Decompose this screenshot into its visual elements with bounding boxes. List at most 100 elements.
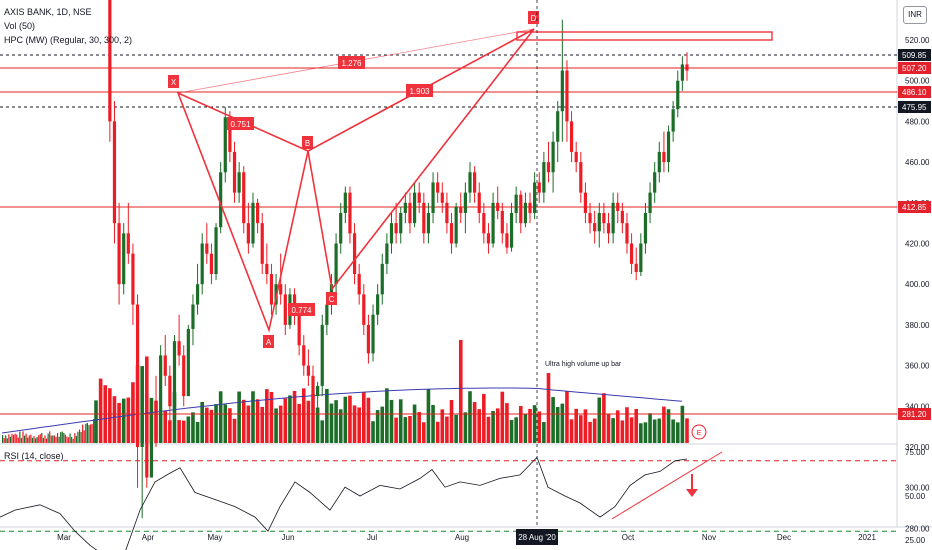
x-tick-label: Jun	[282, 533, 295, 542]
volume-bar	[74, 433, 76, 443]
volume-bar	[620, 420, 625, 443]
volume-bar	[241, 399, 246, 443]
grid	[0, 0, 932, 528]
candle-body	[145, 426, 149, 478]
candle-body	[533, 182, 537, 213]
volume-bar	[39, 434, 41, 443]
pattern-point-badge	[168, 75, 179, 88]
rsi-trendline	[611, 451, 723, 520]
volume-bar	[648, 413, 652, 443]
candle-body	[302, 345, 306, 366]
axes: 520.00500.00480.00460.00440.00420.00400.…	[57, 36, 931, 545]
candle-body	[611, 202, 615, 234]
volume-bar	[20, 438, 23, 443]
volume-bar	[52, 435, 54, 443]
volume-bar	[42, 437, 45, 443]
volume-bar	[288, 395, 292, 443]
volume-bar	[357, 407, 361, 443]
volume-bar	[265, 389, 269, 443]
volume-bar	[131, 382, 135, 443]
volume-bar	[449, 399, 454, 443]
y-tick-label: 300.00	[905, 484, 930, 493]
volume-bar	[546, 373, 551, 443]
volume-bar	[435, 421, 440, 443]
candle-body	[417, 192, 421, 203]
volume-bar	[30, 434, 32, 443]
volume-bar	[454, 414, 458, 443]
volume-bar	[83, 430, 85, 443]
candle-body	[246, 223, 250, 244]
candle-body	[306, 365, 310, 376]
candle-body	[325, 304, 329, 325]
volume-bar	[25, 433, 27, 443]
candle-body	[219, 172, 223, 228]
candle-body	[163, 355, 167, 376]
price-level-tag	[898, 86, 931, 98]
pattern-ratio-label: 1.276	[341, 59, 362, 68]
candle-body	[537, 182, 541, 193]
pattern-ratio-label: 1.903	[409, 87, 430, 96]
volume-bar	[27, 437, 29, 443]
candle-body	[385, 243, 389, 264]
x-tick-label: 28 Aug '20	[518, 533, 556, 542]
volume-bar	[680, 405, 685, 443]
candle-body	[546, 162, 551, 173]
volume-bar	[71, 436, 73, 443]
volume-bar	[306, 400, 311, 443]
volume-bar	[537, 411, 542, 443]
x-tick-label: Oct	[622, 533, 635, 542]
volume-bar	[36, 437, 38, 443]
candle-body	[519, 194, 523, 224]
candle-body	[228, 117, 232, 152]
candle-body	[126, 233, 130, 254]
rsi-label: RSI (14, close)	[4, 451, 64, 461]
candle-body	[643, 212, 648, 244]
earnings-marker-icon	[691, 424, 707, 440]
candle-body	[440, 192, 444, 203]
volume-bar	[186, 416, 191, 443]
y-tick-label: 520.00	[905, 36, 930, 45]
candle-body	[177, 341, 181, 356]
candle-body	[486, 233, 491, 244]
volume-bar	[66, 436, 68, 443]
currency-badge[interactable]: INR	[903, 6, 927, 24]
earnings-marker-label: E	[697, 430, 702, 437]
volume-bar	[334, 400, 338, 443]
volume-bar	[412, 404, 417, 443]
volume-bar	[518, 406, 523, 443]
volume-bar	[269, 391, 274, 443]
prz-box	[516, 31, 773, 41]
y-tick-label: 380.00	[905, 321, 930, 330]
volume-bar	[569, 419, 574, 443]
candle-body	[583, 192, 588, 213]
volume-bar	[440, 409, 445, 443]
candle-body	[389, 223, 394, 244]
candle-body	[182, 355, 186, 397]
y-tick-label: 480.00	[905, 117, 930, 126]
x-tick-label: 2021	[858, 533, 876, 542]
volume-bar	[121, 398, 126, 443]
volume-bar	[195, 421, 200, 443]
volume-bar	[325, 388, 329, 443]
candle-body	[343, 192, 347, 213]
pattern-ratio-badge	[338, 56, 365, 69]
volume-bar	[560, 403, 565, 443]
volume-bar	[666, 409, 671, 443]
y-tick-label: 360.00	[905, 362, 930, 371]
x-tick-label: Apr	[142, 533, 155, 542]
volume-bar	[385, 388, 389, 443]
candle-body	[528, 202, 532, 213]
volume-bar	[60, 432, 62, 443]
candle-body	[500, 210, 504, 234]
volume-bar	[292, 390, 297, 443]
y-tick-label: 280.00	[905, 524, 930, 533]
candle-body	[574, 151, 578, 163]
volume-bar	[375, 410, 380, 443]
pattern-ratio-label: 0.774	[291, 306, 312, 315]
y-tick-label: 420.00	[905, 240, 930, 249]
price-level-label: 281.20	[902, 410, 927, 419]
volume-bar	[551, 397, 555, 443]
volume-bar	[108, 388, 112, 443]
candle-body	[676, 80, 680, 110]
